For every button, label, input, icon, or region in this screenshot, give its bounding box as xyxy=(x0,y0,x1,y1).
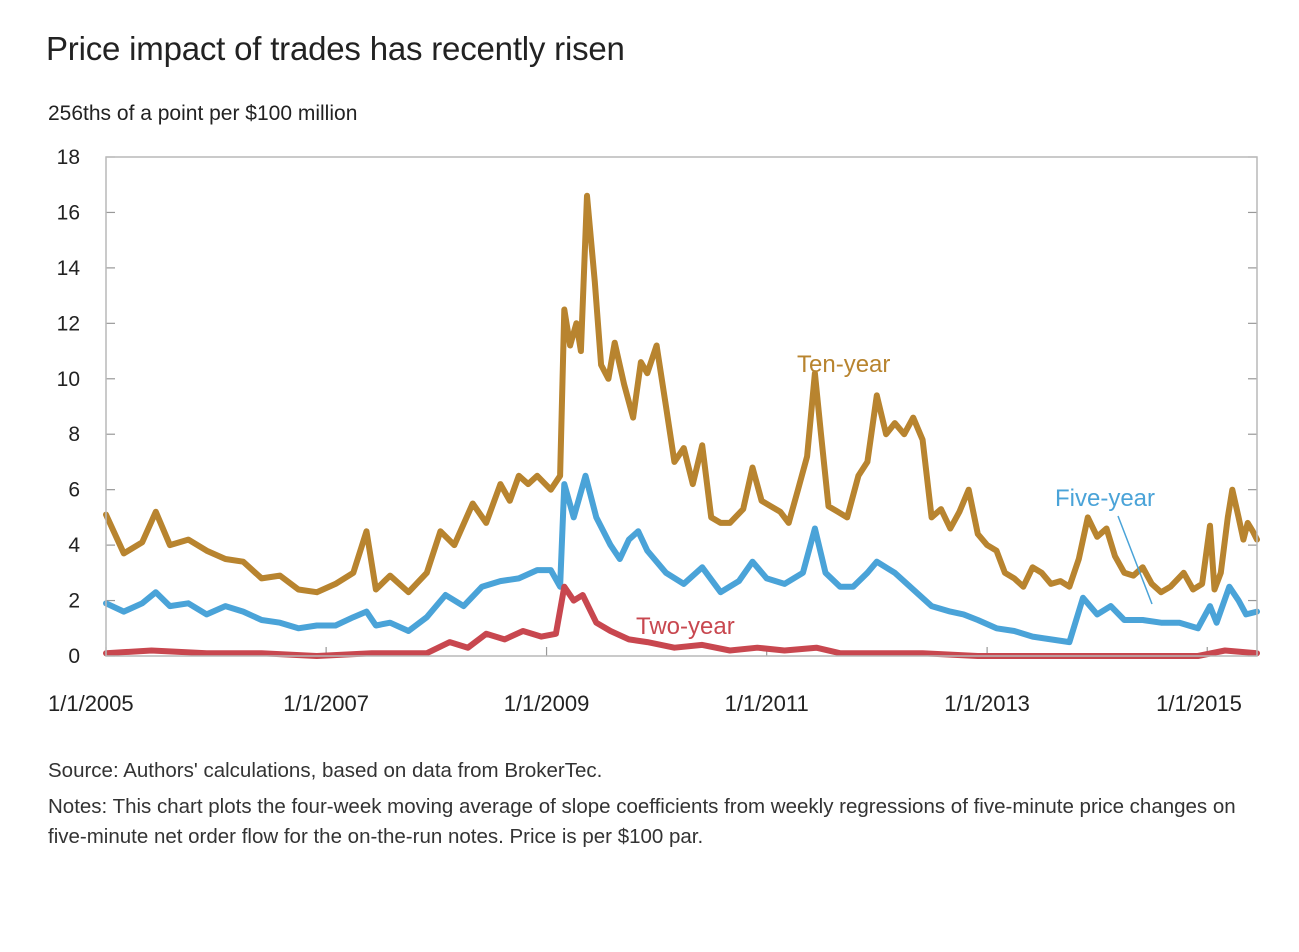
series-group xyxy=(103,192,1260,659)
y-tick-label: 2 xyxy=(68,590,80,613)
x-tick-label: 1/1/2013 xyxy=(944,691,1030,716)
y-tick-label: 10 xyxy=(57,368,80,391)
y-tick-label: 0 xyxy=(68,645,80,668)
chart-notes: Notes: This chart plots the four-week mo… xyxy=(48,795,1236,848)
y-tick-label: 16 xyxy=(57,201,80,224)
x-tick-label: 1/1/2009 xyxy=(504,691,590,716)
chart-title: Price impact of trades has recently rise… xyxy=(46,30,625,67)
x-tick-label: 1/1/2011 xyxy=(725,691,809,716)
line-chart: 0 2 4 6 8 10 12 14 16 18 1/1/2005 1/1/2007 1/1/2009… xyxy=(48,146,1260,716)
y-tick-label: 4 xyxy=(68,534,80,557)
series-line-ten-year xyxy=(103,192,1260,596)
x-tick-label: 1/1/2015 xyxy=(1156,691,1242,716)
y-axis: 0 2 4 6 8 10 12 14 16 18 xyxy=(57,146,1257,668)
series-labels: Ten-year Five-year Two-year xyxy=(636,351,1155,640)
y-axis-unit-label: 256ths of a point per $100 million xyxy=(48,102,358,125)
y-tick-label: 6 xyxy=(68,479,80,502)
y-tick-label: 14 xyxy=(57,257,81,280)
source-note: Source: Authors' calculations, based on … xyxy=(48,759,603,782)
x-tick-label: 1/1/2007 xyxy=(283,691,369,716)
five-year-leader-line xyxy=(1117,515,1153,605)
plot-frame xyxy=(105,156,1258,657)
series-label-ten-year: Ten-year xyxy=(797,351,890,378)
y-tick-label: 18 xyxy=(57,146,80,169)
series-label-two-year: Two-year xyxy=(636,613,735,640)
series-label-five-year: Five-year xyxy=(1055,485,1155,512)
y-tick-label: 8 xyxy=(68,423,80,446)
y-tick-label: 12 xyxy=(57,312,80,335)
x-axis: 1/1/2005 1/1/2007 1/1/2009 1/1/2011 1/1/2013… xyxy=(48,647,1242,716)
x-tick-label: 1/1/2005 xyxy=(48,691,134,716)
series-line-five-year xyxy=(103,472,1260,646)
